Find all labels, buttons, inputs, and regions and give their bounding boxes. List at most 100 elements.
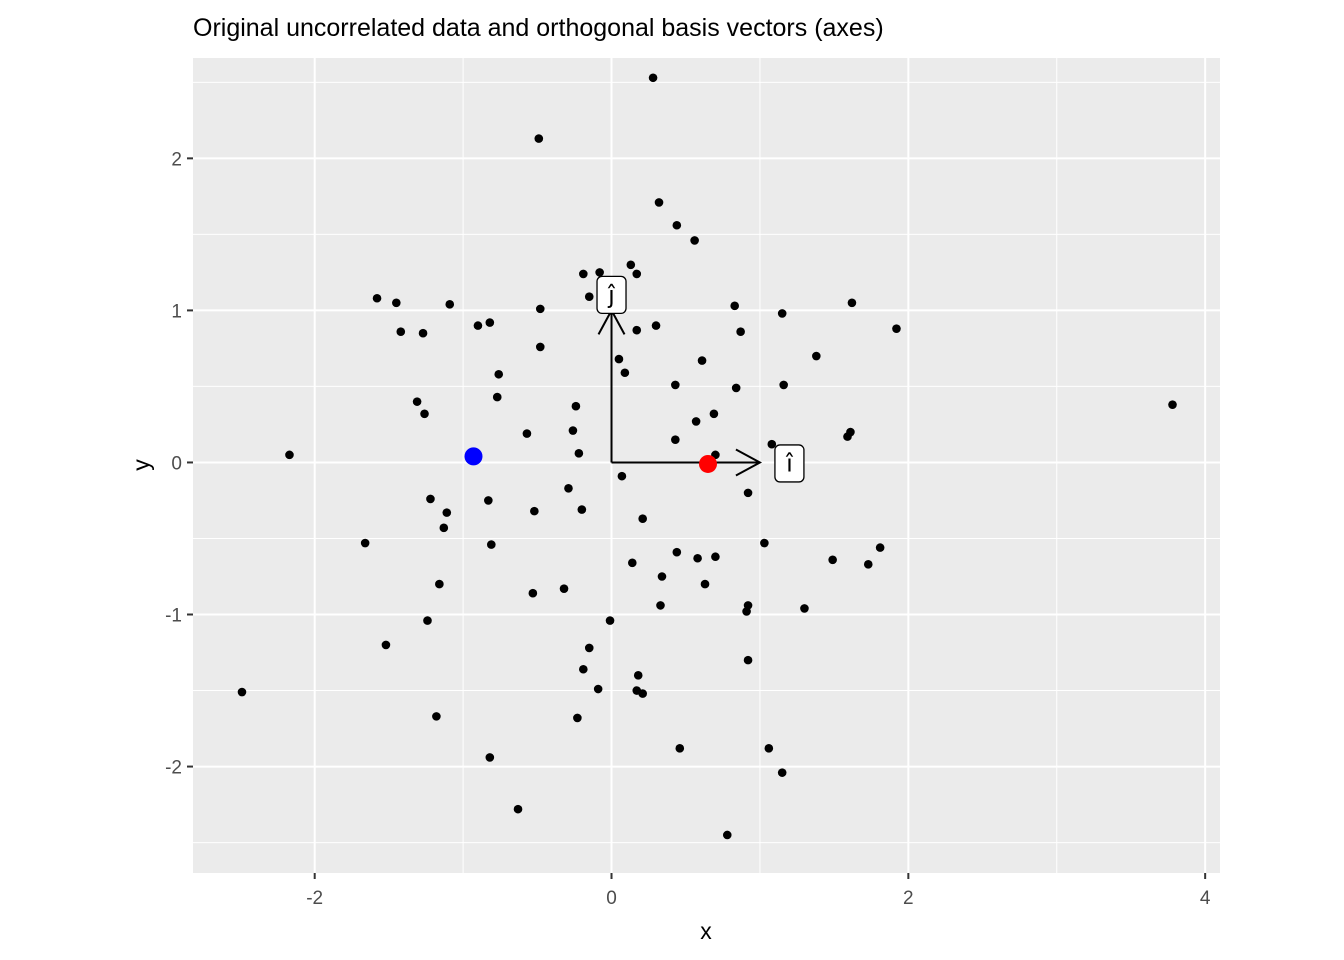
data-point — [584, 292, 594, 302]
data-point — [513, 804, 523, 814]
data-point — [863, 560, 873, 569]
data-point — [697, 356, 707, 365]
data-point — [632, 325, 642, 335]
data-point — [442, 508, 452, 517]
x-tick-label: 2 — [903, 888, 914, 909]
data-point — [657, 572, 667, 581]
data-point — [617, 471, 627, 481]
data-point — [568, 426, 578, 435]
data-point — [485, 318, 495, 327]
data-point — [392, 298, 401, 308]
data-point — [605, 616, 615, 625]
data-point — [656, 601, 665, 610]
data-point — [638, 689, 647, 698]
data-point — [828, 555, 837, 565]
data-point — [595, 268, 604, 277]
data-point — [237, 687, 247, 697]
data-point — [487, 540, 496, 549]
data-point — [485, 753, 495, 762]
data-point — [671, 435, 680, 444]
data-point — [528, 588, 538, 598]
i-hat-arrowhead — [735, 448, 763, 477]
data-point — [360, 538, 370, 548]
red-highlight-point — [698, 454, 717, 473]
y-axis-title: y — [128, 459, 154, 471]
x-tick-label: -2 — [306, 888, 323, 909]
y-tick-label: 2 — [171, 149, 182, 170]
data-point — [760, 538, 769, 548]
x-axis: -2 0 2 4 — [306, 873, 1211, 909]
data-point — [573, 713, 582, 723]
data-point — [632, 269, 642, 279]
data-point — [439, 523, 449, 533]
data-point — [579, 269, 588, 279]
data-point — [743, 488, 753, 498]
data-point — [777, 768, 787, 777]
data-point — [372, 293, 382, 303]
data-point — [892, 324, 901, 333]
highlighted-points — [464, 447, 717, 473]
data-point — [423, 616, 432, 625]
data-point — [396, 327, 406, 336]
data-point — [777, 309, 787, 318]
data-point — [535, 342, 545, 352]
data-point — [522, 429, 532, 438]
data-point — [843, 432, 852, 441]
y-tick-label: -1 — [165, 606, 182, 627]
data-point — [800, 604, 809, 613]
data-point — [534, 134, 544, 143]
data-point — [579, 664, 588, 674]
x-tick-label: 0 — [606, 888, 617, 909]
x-tick-label: 4 — [1200, 888, 1211, 909]
data-point — [731, 383, 741, 393]
data-point — [584, 643, 594, 653]
data-point — [620, 368, 630, 378]
data-point — [693, 553, 702, 563]
data-point — [767, 439, 777, 449]
data-point — [690, 236, 699, 245]
data-point — [445, 300, 455, 309]
data-point — [671, 380, 680, 390]
data-point — [651, 321, 661, 330]
data-point — [847, 298, 857, 308]
y-tick-label: -2 — [165, 758, 182, 779]
data-point — [559, 584, 569, 593]
x-axis-title: x — [700, 918, 712, 944]
data-point — [672, 220, 682, 230]
data-point — [711, 552, 720, 562]
data-point — [627, 558, 637, 568]
data-point — [564, 484, 573, 493]
minor-gridlines — [193, 58, 1220, 873]
data-point — [633, 671, 643, 680]
data-point — [432, 712, 441, 721]
data-point — [672, 547, 682, 557]
blue-highlight-point — [464, 447, 483, 466]
data-point — [412, 397, 422, 406]
data-point — [742, 607, 751, 616]
data-point — [492, 392, 502, 402]
data-point — [700, 579, 710, 589]
data-point — [535, 304, 545, 314]
data-point — [875, 543, 885, 552]
data-point — [614, 354, 624, 364]
major-gridlines — [193, 58, 1220, 873]
data-point — [426, 494, 435, 504]
y-tick-label: 0 — [171, 453, 182, 474]
data-point — [730, 301, 739, 311]
chart-title: Original uncorrelated data and orthogona… — [193, 14, 884, 42]
data-point — [593, 684, 603, 694]
data-point — [574, 449, 584, 458]
data-point — [626, 260, 636, 270]
y-tick-label: 1 — [171, 301, 182, 322]
data-point — [571, 401, 581, 411]
data-point — [435, 579, 444, 589]
data-point — [709, 409, 719, 419]
data-points — [237, 73, 1177, 840]
data-point — [743, 655, 753, 665]
data-point — [675, 744, 685, 753]
data-point — [764, 744, 774, 753]
data-point — [648, 73, 658, 83]
data-point — [654, 198, 664, 207]
data-point — [381, 640, 391, 650]
